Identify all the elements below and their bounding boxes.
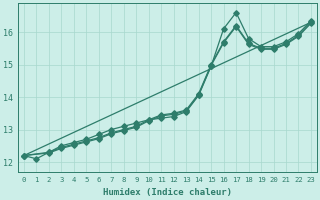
X-axis label: Humidex (Indice chaleur): Humidex (Indice chaleur) bbox=[103, 188, 232, 197]
